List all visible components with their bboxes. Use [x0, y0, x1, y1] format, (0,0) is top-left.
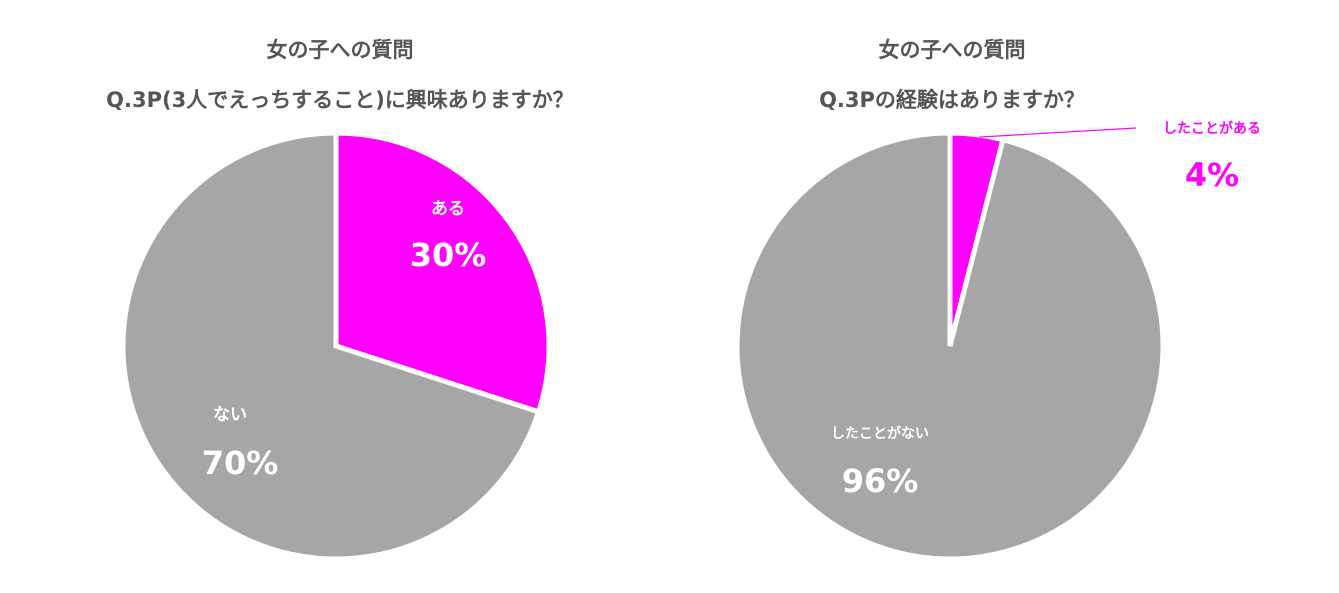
pie-chart-interest: 女の子への質問 Q.3P(3人でえっちすること)に興味ありますか？ ある 30% な… — [30, 0, 650, 593]
slice-percent-label: 96% — [842, 462, 919, 500]
chart-title: 女の子への質問 — [878, 38, 1026, 62]
chart-subtitle: Q.3Pの経験はありますか？ — [819, 88, 1085, 112]
slice-category-label: したことがある — [1163, 120, 1261, 137]
slice-percent-label: 4% — [1185, 156, 1239, 194]
slice-category-label: ある — [431, 199, 465, 219]
slice-category-label: ない — [213, 405, 247, 425]
pie-chart-experience: 女の子への質問 Q.3Pの経験はありますか？ したことがある 4% したことがない 9… — [642, 0, 1262, 593]
slice-percent-label: 30% — [410, 236, 487, 274]
pie-slice-1 — [333, 130, 552, 415]
chart-title: 女の子への質問 — [266, 38, 414, 62]
pie-svg: ある 30% ない 70% — [120, 130, 552, 562]
pie-svg: したことがある 4% したことがない 96% — [734, 120, 1261, 562]
slice-percent-label: 70% — [202, 444, 279, 482]
pie-slice-2 — [120, 130, 542, 562]
slice-category-label: したことがない — [831, 425, 929, 442]
leader-line — [979, 127, 1137, 138]
pie-slice-2 — [734, 130, 1166, 562]
chart-subtitle: Q.3P(3人でえっちすること)に興味ありますか？ — [106, 88, 574, 112]
